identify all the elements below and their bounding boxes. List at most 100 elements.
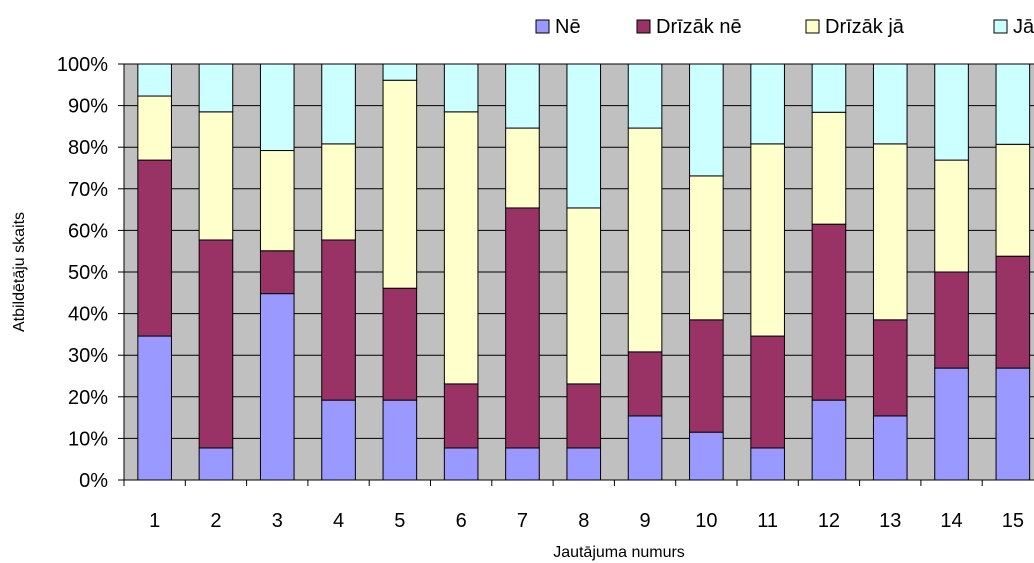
bar-segment-q4-series-4 [321, 63, 356, 145]
bar-segment-q11-series-2 [750, 335, 785, 449]
x-tick-label: 10 [695, 510, 717, 532]
x-tick-label: 6 [456, 510, 467, 532]
bar-segment-q15-series-4 [995, 63, 1031, 145]
bar-segment-q6-series-1 [443, 447, 479, 481]
bar-segment-q1-series-3 [137, 95, 172, 161]
bar-segment-q11-series-4 [750, 63, 785, 145]
bar-segment-q12-series-3 [811, 111, 847, 225]
legend-label: Drīzāk nē [656, 16, 742, 38]
y-tick-label: 80% [68, 137, 108, 159]
bar-segment-q6-series-3 [443, 111, 479, 385]
bar-segment-q11-series-1 [750, 447, 785, 481]
y-tick-label: 20% [68, 387, 108, 409]
bar-segment-q14-series-4 [934, 63, 969, 161]
bar-segment-q8-series-3 [566, 207, 602, 385]
x-tick-label: 7 [517, 510, 528, 532]
bar-segment-q5-series-1 [382, 399, 418, 481]
legend-label: Nē [555, 16, 581, 38]
bar-segment-q8-series-1 [566, 447, 602, 481]
bar-segment-q14-series-3 [934, 159, 969, 273]
x-tick-label: 5 [394, 510, 405, 532]
bar-segment-q6-series-2 [443, 383, 479, 449]
bar-segment-q4-series-2 [321, 239, 356, 401]
legend-swatch [805, 19, 820, 34]
bar-segment-q6-series-4 [443, 63, 479, 113]
y-tick-label: 70% [68, 179, 108, 201]
x-tick-label: 2 [210, 510, 221, 532]
bar-segment-q15-series-1 [995, 367, 1031, 481]
y-tick-label: 60% [68, 220, 108, 242]
bar-segment-q1-series-1 [137, 335, 172, 481]
legend-label: Drīzāk jā [825, 16, 905, 38]
y-tick-label: 0% [79, 470, 108, 492]
bar-segment-q2-series-2 [198, 239, 234, 449]
bar-segment-q8-series-4 [566, 63, 602, 209]
y-tick-label: 30% [68, 345, 108, 367]
y-tick-label: 90% [68, 96, 108, 118]
bar-segment-q3-series-3 [259, 150, 295, 252]
bar-segment-q5-series-4 [382, 63, 418, 81]
legend-swatch [993, 19, 1008, 34]
bar-segment-q9-series-1 [627, 415, 663, 481]
bar-segment-q1-series-4 [137, 63, 172, 97]
bar-segment-q13-series-4 [872, 63, 908, 145]
y-tick-label: 50% [68, 262, 108, 284]
bar-segment-q3-series-2 [259, 250, 295, 295]
bar-segment-q10-series-3 [689, 175, 724, 321]
bar-segment-q10-series-4 [689, 63, 724, 177]
bar-segment-q2-series-1 [198, 447, 234, 481]
bar-segment-q1-series-2 [137, 159, 172, 337]
bar-segment-q14-series-1 [934, 367, 969, 481]
bar-segment-q9-series-3 [627, 127, 663, 353]
y-tick-label: 10% [68, 428, 108, 450]
x-tick-label: 13 [879, 510, 901, 532]
bar-segment-q5-series-3 [382, 79, 418, 289]
bar-segment-q15-series-3 [995, 143, 1031, 257]
bar-segment-q7-series-4 [505, 63, 540, 129]
legend-item: Nē [535, 16, 581, 38]
bar-segment-q3-series-1 [259, 293, 295, 481]
bar-segment-q15-series-2 [995, 255, 1031, 369]
legend-item: Jā [993, 16, 1034, 38]
legend-item: Drīzāk jā [805, 16, 905, 38]
x-tick-label: 1 [149, 510, 160, 532]
bar-segment-q5-series-2 [382, 287, 418, 401]
x-tick-label: 8 [578, 510, 589, 532]
legend-item: Drīzāk nē [636, 16, 742, 38]
x-tick-label: 11 [757, 510, 778, 532]
x-tick-label: 4 [333, 510, 344, 532]
bar-segment-q7-series-2 [505, 207, 540, 449]
bar-segment-q13-series-1 [872, 415, 908, 481]
x-tick-label: 15 [1002, 510, 1024, 532]
bar-segment-q9-series-4 [627, 63, 663, 129]
bar-segment-q11-series-3 [750, 143, 785, 337]
x-tick-label: 3 [272, 510, 283, 532]
bar-segment-q4-series-1 [321, 399, 356, 481]
bar-segment-q12-series-2 [811, 223, 847, 401]
bar-segment-q7-series-3 [505, 127, 540, 209]
legend-swatch [636, 19, 651, 34]
y-axis-title: Atbildētāju skaits [11, 212, 28, 332]
x-axis-title: Jautājuma numurs [553, 544, 685, 561]
bar-segment-q7-series-1 [505, 447, 540, 481]
bar-segment-q2-series-4 [198, 63, 234, 113]
bar-segment-q12-series-1 [811, 399, 847, 481]
bar-segment-q9-series-2 [627, 351, 663, 417]
x-tick-label: 14 [940, 510, 962, 532]
x-tick-label: 12 [818, 510, 840, 532]
bar-segment-q8-series-2 [566, 383, 602, 449]
legend-label: Jā [1013, 16, 1034, 38]
bar-segment-q2-series-3 [198, 111, 234, 241]
bar-segment-q14-series-2 [934, 271, 969, 369]
bar-segment-q10-series-1 [689, 431, 724, 481]
bar-segment-q13-series-2 [872, 319, 908, 417]
bar-segment-q3-series-4 [259, 63, 295, 152]
bar-segment-q4-series-3 [321, 143, 356, 241]
x-tick-label: 9 [639, 510, 650, 532]
bar-segment-q12-series-4 [811, 63, 847, 113]
legend-swatch [535, 19, 550, 34]
y-tick-label: 40% [68, 304, 108, 326]
bar-segment-q13-series-3 [872, 143, 908, 321]
